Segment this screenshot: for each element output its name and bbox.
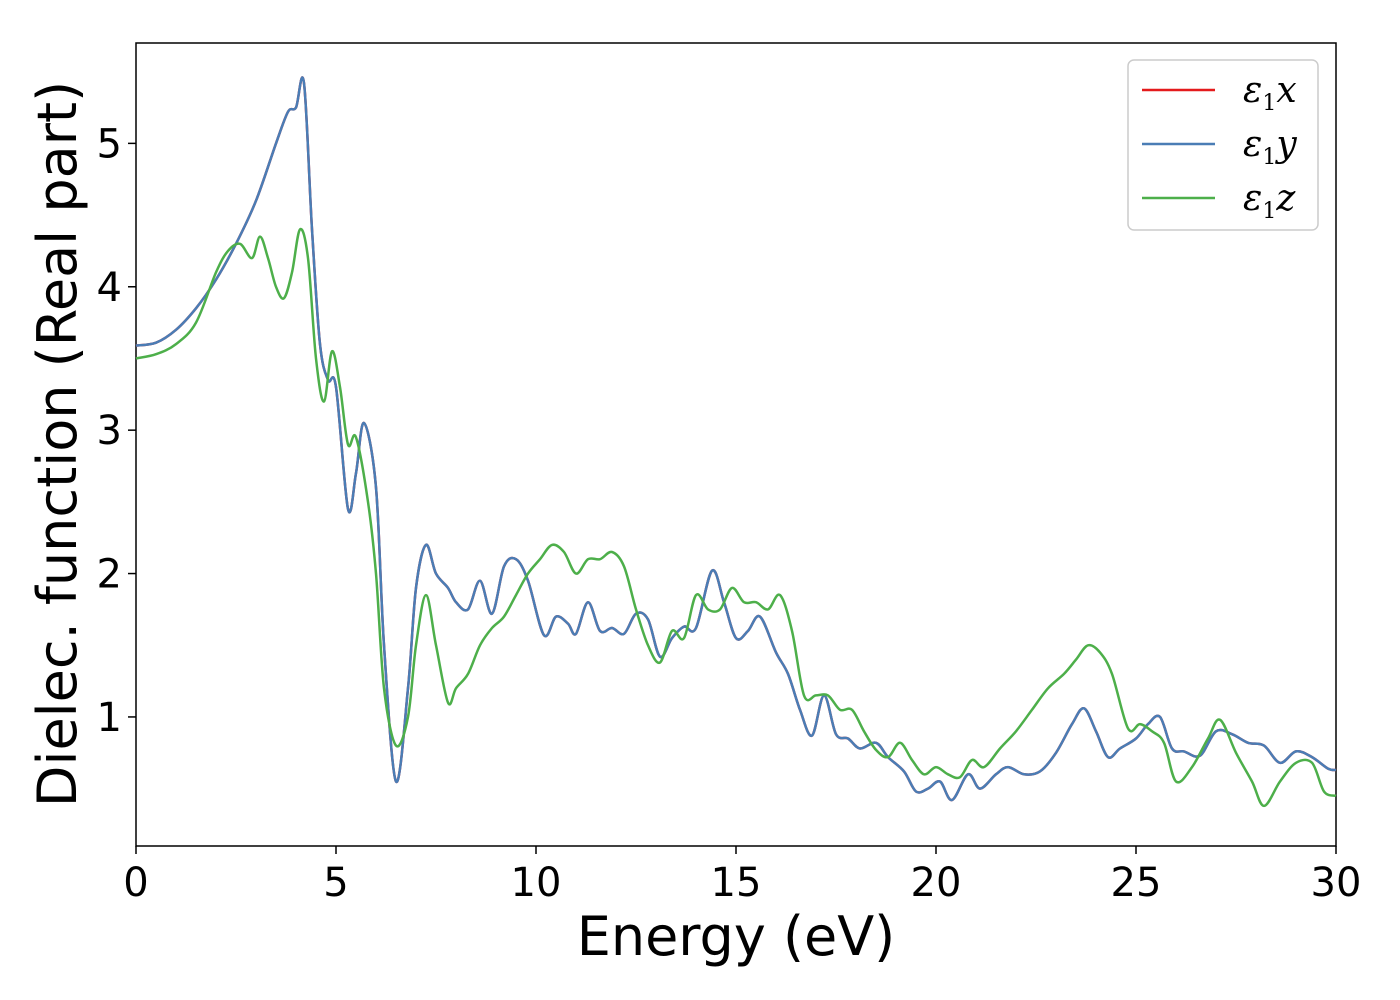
- legend-box: [1127, 59, 1319, 231]
- legend-label-2: ε1y: [1243, 124, 1297, 170]
- x-tick-label: 10: [511, 860, 562, 906]
- x-tick-label: 5: [323, 860, 348, 906]
- series-line-3: [135, 227, 1337, 808]
- series-line-2: [135, 76, 1337, 802]
- x-tick-label: 15: [711, 860, 762, 906]
- series-layer: [135, 76, 1337, 808]
- legend-label-3: ε1z: [1243, 178, 1296, 224]
- ticks-layer: 0 5 10 15 20 25 30 1 2 3 4 5: [97, 121, 1362, 906]
- y-tick-label: 4: [97, 265, 122, 311]
- x-tick-label: 30: [1311, 860, 1362, 906]
- legend-items: ε1x ε1y ε1z: [1142, 70, 1297, 224]
- y-tick-label: 1: [97, 695, 122, 741]
- legend-label-1: ε1x: [1243, 70, 1297, 116]
- x-axis-label: Energy (eV): [577, 905, 896, 968]
- y-tick-label: 5: [97, 121, 122, 167]
- x-tick-label: 25: [1111, 860, 1162, 906]
- legend: ε1x ε1y ε1z: [1127, 59, 1319, 231]
- y-axis-label: Dielec. function (Real part): [26, 81, 89, 807]
- y-tick-label: 3: [97, 408, 122, 454]
- x-tick-label: 0: [123, 860, 148, 906]
- x-tick-label: 20: [911, 860, 962, 906]
- y-tick-label: 2: [97, 552, 122, 598]
